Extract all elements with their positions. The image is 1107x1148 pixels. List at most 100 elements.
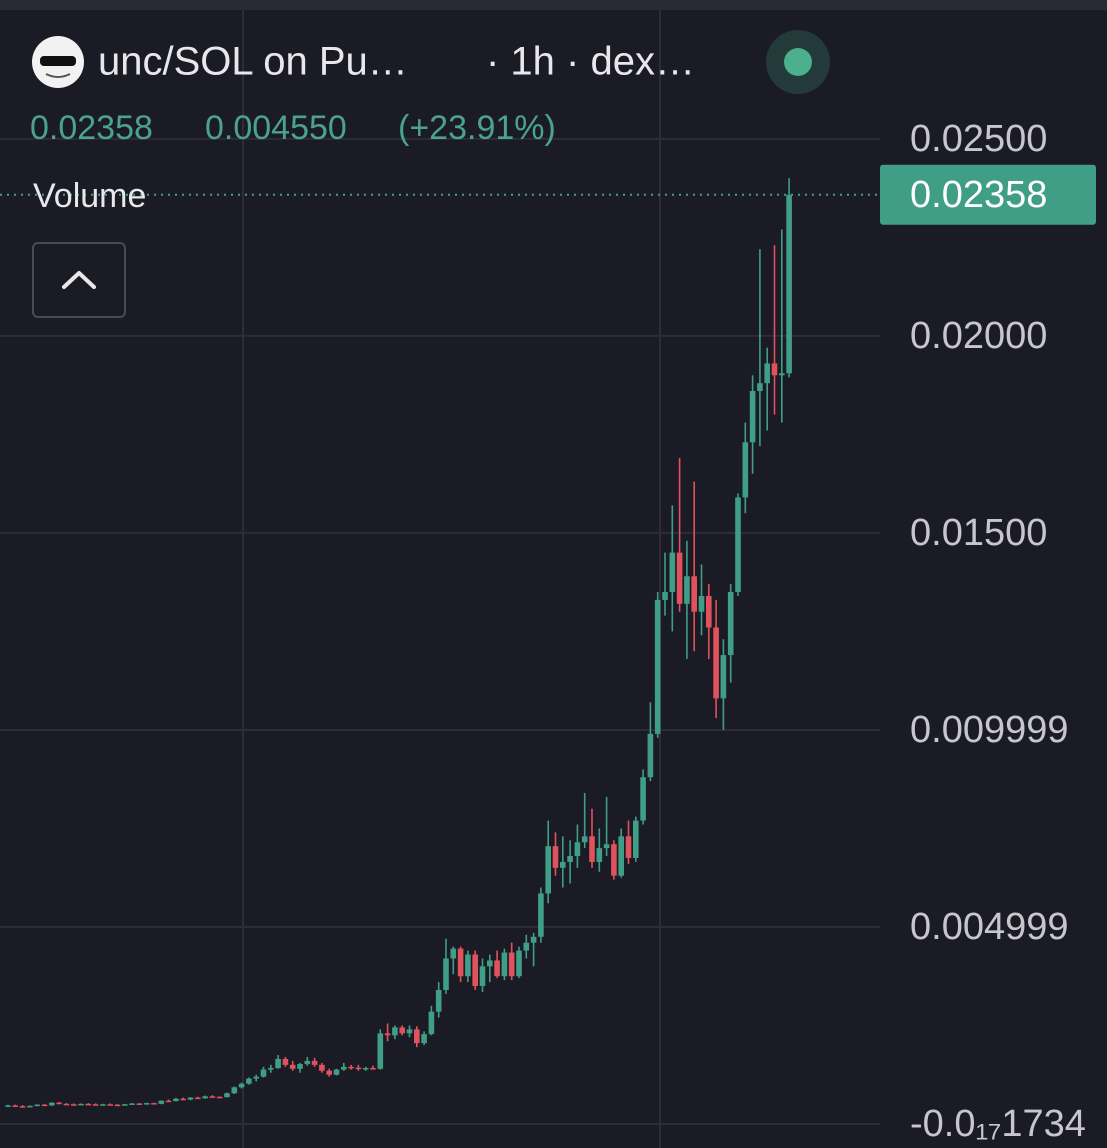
y-tick-label: 0.009999 [910, 709, 1069, 751]
candle-body [457, 948, 464, 977]
candle-body [85, 1103, 92, 1106]
candle-body [574, 842, 581, 857]
candle-body [713, 627, 719, 699]
candle-body [238, 1083, 245, 1088]
candle-body [311, 1060, 318, 1065]
candle-body [341, 1066, 347, 1070]
legend-change-pct: (+23.91%) [398, 109, 556, 147]
candle-body [414, 1029, 420, 1044]
candle-body [406, 1029, 413, 1034]
candle-body [326, 1070, 332, 1075]
candle-body [129, 1103, 135, 1105]
volume-label: Volume [33, 177, 146, 215]
candle-body [92, 1104, 99, 1106]
candle-body [779, 373, 785, 376]
candle-body [479, 966, 486, 987]
candle-body [691, 576, 697, 612]
candle-body [362, 1068, 369, 1070]
candle-body [494, 960, 500, 977]
candle-body [143, 1103, 150, 1105]
candle-body [56, 1102, 62, 1105]
candle-body [538, 893, 544, 937]
candle-body [596, 848, 603, 862]
candle-body [122, 1104, 128, 1106]
avatar-mouth [45, 73, 71, 78]
candle-body [589, 836, 595, 862]
last-price-badge [880, 164, 1096, 225]
candle-body [151, 1103, 157, 1105]
candle-body [136, 1103, 143, 1105]
top-edge [0, 0, 1107, 10]
candle-body [450, 948, 457, 959]
candle-body [399, 1027, 405, 1034]
candle-body [611, 844, 617, 876]
legend-change: 0.004550 [205, 109, 347, 147]
candle-body [27, 1105, 33, 1108]
candle-body [640, 777, 646, 821]
candle-body [501, 952, 508, 977]
candle-body [435, 989, 442, 1012]
candle-body [78, 1103, 84, 1106]
candle-body [268, 1068, 274, 1070]
candle-body [158, 1100, 165, 1104]
candle-body [676, 552, 683, 604]
candle-body [567, 856, 573, 862]
candle-body [698, 595, 705, 612]
candle-body [508, 952, 515, 977]
candle-body [34, 1104, 40, 1107]
candle-body [749, 391, 756, 443]
candle-body [202, 1096, 208, 1099]
candle-body [41, 1104, 48, 1107]
collapse-chevron [62, 271, 96, 289]
candle-body [742, 442, 749, 498]
candle-body [421, 1034, 427, 1044]
candle-body [735, 497, 741, 593]
candle-body [63, 1103, 70, 1106]
candle-body [516, 950, 522, 977]
candle-body [348, 1066, 354, 1069]
candle-body [727, 592, 734, 656]
pair-title: unc/SOL on Pu… [98, 40, 408, 84]
candle-body [669, 552, 676, 593]
legend-close: 0.02358 [30, 109, 153, 147]
candle-body [195, 1097, 201, 1100]
candle-body [377, 1033, 384, 1069]
candle-body [173, 1098, 179, 1102]
candle-body [19, 1106, 26, 1108]
candle-body [443, 958, 449, 990]
candle-body [224, 1093, 230, 1098]
candle-body [472, 954, 478, 987]
candle-body [70, 1104, 77, 1106]
status-dot [784, 48, 812, 76]
candle-body [253, 1076, 259, 1079]
candle-body [633, 820, 639, 858]
candle-body [370, 1068, 376, 1070]
candle-body [428, 1011, 435, 1035]
candle-body [647, 733, 654, 778]
grid [0, 137, 880, 1125]
y-tick-label: -0.0₁₇1734 [910, 1103, 1086, 1145]
candle-body [5, 1105, 11, 1107]
candle-body [12, 1105, 19, 1107]
candle-body [384, 1033, 391, 1036]
candle-body [49, 1102, 55, 1106]
candle-body [392, 1027, 398, 1036]
candle-body [282, 1058, 289, 1065]
candle-body [187, 1097, 194, 1100]
candle-body [684, 576, 690, 604]
candle-body [304, 1060, 311, 1065]
candle-body [107, 1104, 113, 1106]
y-tick-label: 0.004999 [910, 906, 1069, 948]
candle-body [319, 1064, 325, 1071]
candle-body [246, 1078, 252, 1084]
header: unc/SOL on Pu… · 1h · dex… 0.02358 0.004… [30, 30, 830, 318]
collapse-button[interactable] [32, 242, 126, 318]
avatar-glasses [40, 56, 76, 66]
candle-body [333, 1069, 340, 1075]
candle-body [100, 1104, 106, 1106]
candle-body [786, 194, 792, 374]
candle-body [560, 861, 566, 868]
y-tick-label: 0.02500 [910, 118, 1047, 160]
overlay: -0.0₁₇1734 0.004999 0.009999 0.01500 0.02000… [0, 118, 1096, 1145]
